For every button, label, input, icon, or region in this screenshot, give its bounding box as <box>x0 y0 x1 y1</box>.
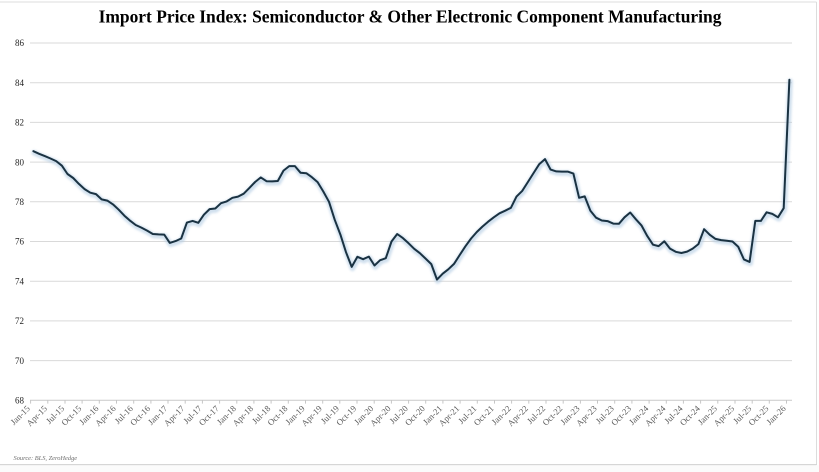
svg-text:76: 76 <box>15 237 25 247</box>
svg-text:68: 68 <box>15 396 25 406</box>
svg-text:Source: BLS, ZeroHedge: Source: BLS, ZeroHedge <box>14 455 78 462</box>
svg-text:78: 78 <box>15 197 25 207</box>
svg-text:84: 84 <box>15 78 25 88</box>
svg-text:82: 82 <box>15 118 24 128</box>
svg-text:72: 72 <box>15 316 24 326</box>
svg-text:74: 74 <box>15 276 25 286</box>
svg-text:86: 86 <box>15 38 25 48</box>
svg-text:Import Price Index: Semiconduc: Import Price Index: Semiconductor & Othe… <box>99 7 722 27</box>
svg-text:80: 80 <box>15 157 25 167</box>
svg-text:70: 70 <box>15 356 25 366</box>
